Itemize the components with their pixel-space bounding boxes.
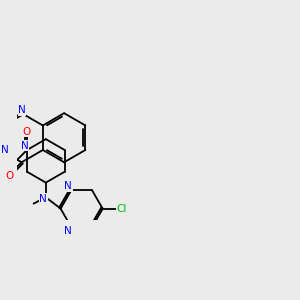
- Text: N: N: [18, 105, 26, 115]
- Text: O: O: [5, 171, 14, 181]
- Text: N: N: [64, 182, 72, 191]
- Text: O: O: [23, 127, 31, 137]
- Text: N: N: [64, 226, 72, 236]
- Text: Cl: Cl: [116, 203, 127, 214]
- Text: N: N: [1, 145, 8, 155]
- Text: N: N: [21, 141, 28, 151]
- Text: N: N: [40, 194, 47, 204]
